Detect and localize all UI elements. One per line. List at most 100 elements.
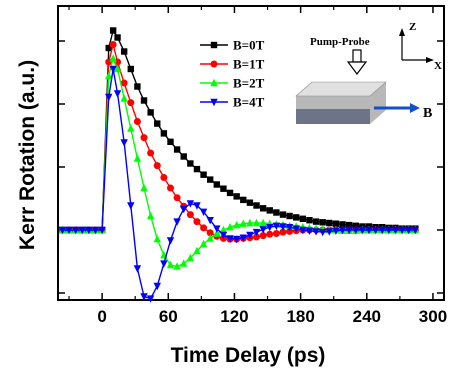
- data-point: [305, 227, 314, 235]
- data-point: [398, 226, 406, 235]
- data-point: [325, 228, 334, 236]
- data-point: [109, 41, 117, 48]
- data-point: [279, 211, 287, 218]
- plot-area: [57, 5, 445, 301]
- data-point: [239, 219, 247, 227]
- data-point: [127, 202, 135, 210]
- x-axis-title: Time Delay (ps): [171, 344, 326, 367]
- data-point: [206, 229, 214, 237]
- data-point: [113, 64, 122, 73]
- data-point: [146, 211, 155, 220]
- data-point: [213, 225, 221, 233]
- legend-label: B=4T: [233, 95, 265, 110]
- data-point: [252, 228, 261, 237]
- data-point: [246, 231, 254, 240]
- data-point: [326, 219, 333, 227]
- data-point: [133, 265, 142, 273]
- data-point: [146, 295, 155, 303]
- legend-entry: B=4T: [200, 95, 265, 110]
- legend-label: B=1T: [233, 57, 265, 72]
- data-point: [114, 34, 121, 41]
- data-point: [167, 138, 174, 145]
- data-point: [371, 226, 380, 235]
- data-point: [232, 235, 241, 244]
- z-axis-label: Z: [409, 21, 416, 33]
- data-point: [78, 226, 86, 235]
- data-point: [259, 232, 267, 240]
- data-point: [85, 226, 93, 235]
- data-point: [147, 149, 155, 157]
- data-point: [292, 225, 300, 233]
- data-point: [134, 83, 141, 90]
- data-point: [299, 215, 307, 222]
- legend-entry: B=0T: [200, 38, 265, 53]
- data-point: [338, 226, 347, 235]
- data-point: [273, 209, 280, 216]
- data-point: [318, 228, 327, 237]
- data-point: [180, 153, 187, 160]
- data-point: [411, 226, 420, 235]
- data-point: [140, 97, 148, 104]
- data-point: [299, 226, 307, 235]
- data-point: [279, 228, 287, 236]
- data-point: [345, 226, 353, 235]
- data-point: [120, 79, 128, 87]
- y-axis-title: Kerr Rotation (a.u.): [16, 60, 39, 250]
- data-point: [65, 226, 73, 235]
- x-tick-label: 60: [159, 307, 178, 326]
- data-point: [352, 226, 360, 235]
- data-point: [266, 207, 273, 214]
- data-point: [200, 224, 208, 232]
- data-point: [127, 124, 135, 132]
- data-point: [239, 234, 247, 242]
- data-point: [259, 205, 267, 212]
- data-point: [312, 218, 320, 225]
- data-point: [286, 212, 293, 220]
- data-point: [193, 202, 201, 210]
- data-point: [240, 196, 247, 204]
- x-tick-label: 0: [97, 307, 106, 326]
- data-point: [140, 134, 148, 142]
- data-point: [113, 90, 122, 98]
- data-point: [206, 234, 214, 242]
- legend-marker: [210, 41, 218, 49]
- data-point: [71, 226, 80, 235]
- legend-marker: [210, 98, 218, 107]
- data-point: [279, 223, 287, 231]
- data-point: [358, 226, 367, 235]
- data-point: [193, 165, 201, 173]
- data-point: [186, 253, 195, 262]
- legend-label: B=0T: [233, 38, 265, 53]
- data-point: [206, 217, 214, 225]
- data-point: [266, 230, 274, 238]
- data-point: [365, 226, 373, 235]
- data-point: [153, 234, 161, 243]
- data-point: [127, 65, 134, 73]
- data-point: [233, 193, 240, 200]
- data-point: [109, 65, 117, 74]
- data-point: [120, 48, 128, 55]
- data-point: [219, 225, 228, 234]
- data-point: [306, 217, 313, 224]
- data-point: [226, 223, 234, 231]
- x-tick-label: 180: [286, 307, 314, 326]
- data-point: [187, 160, 194, 167]
- data-point: [180, 205, 188, 214]
- data-point: [293, 214, 300, 221]
- plot-frame: [57, 5, 445, 301]
- series-B=4T: [58, 65, 420, 303]
- data-point: [133, 118, 141, 125]
- data-point: [105, 93, 113, 102]
- legend: B=0T B=1T B=2T B=4T: [200, 38, 265, 110]
- data-point: [253, 233, 261, 241]
- data-point: [180, 259, 188, 267]
- data-point: [339, 221, 346, 228]
- data-point: [109, 27, 117, 34]
- x-tick-label: 120: [220, 307, 248, 326]
- data-point: [332, 227, 340, 235]
- data-point: [246, 199, 254, 206]
- data-point: [98, 226, 106, 235]
- data-point: [266, 224, 274, 232]
- magnetic-field-arrow-icon: [374, 103, 420, 113]
